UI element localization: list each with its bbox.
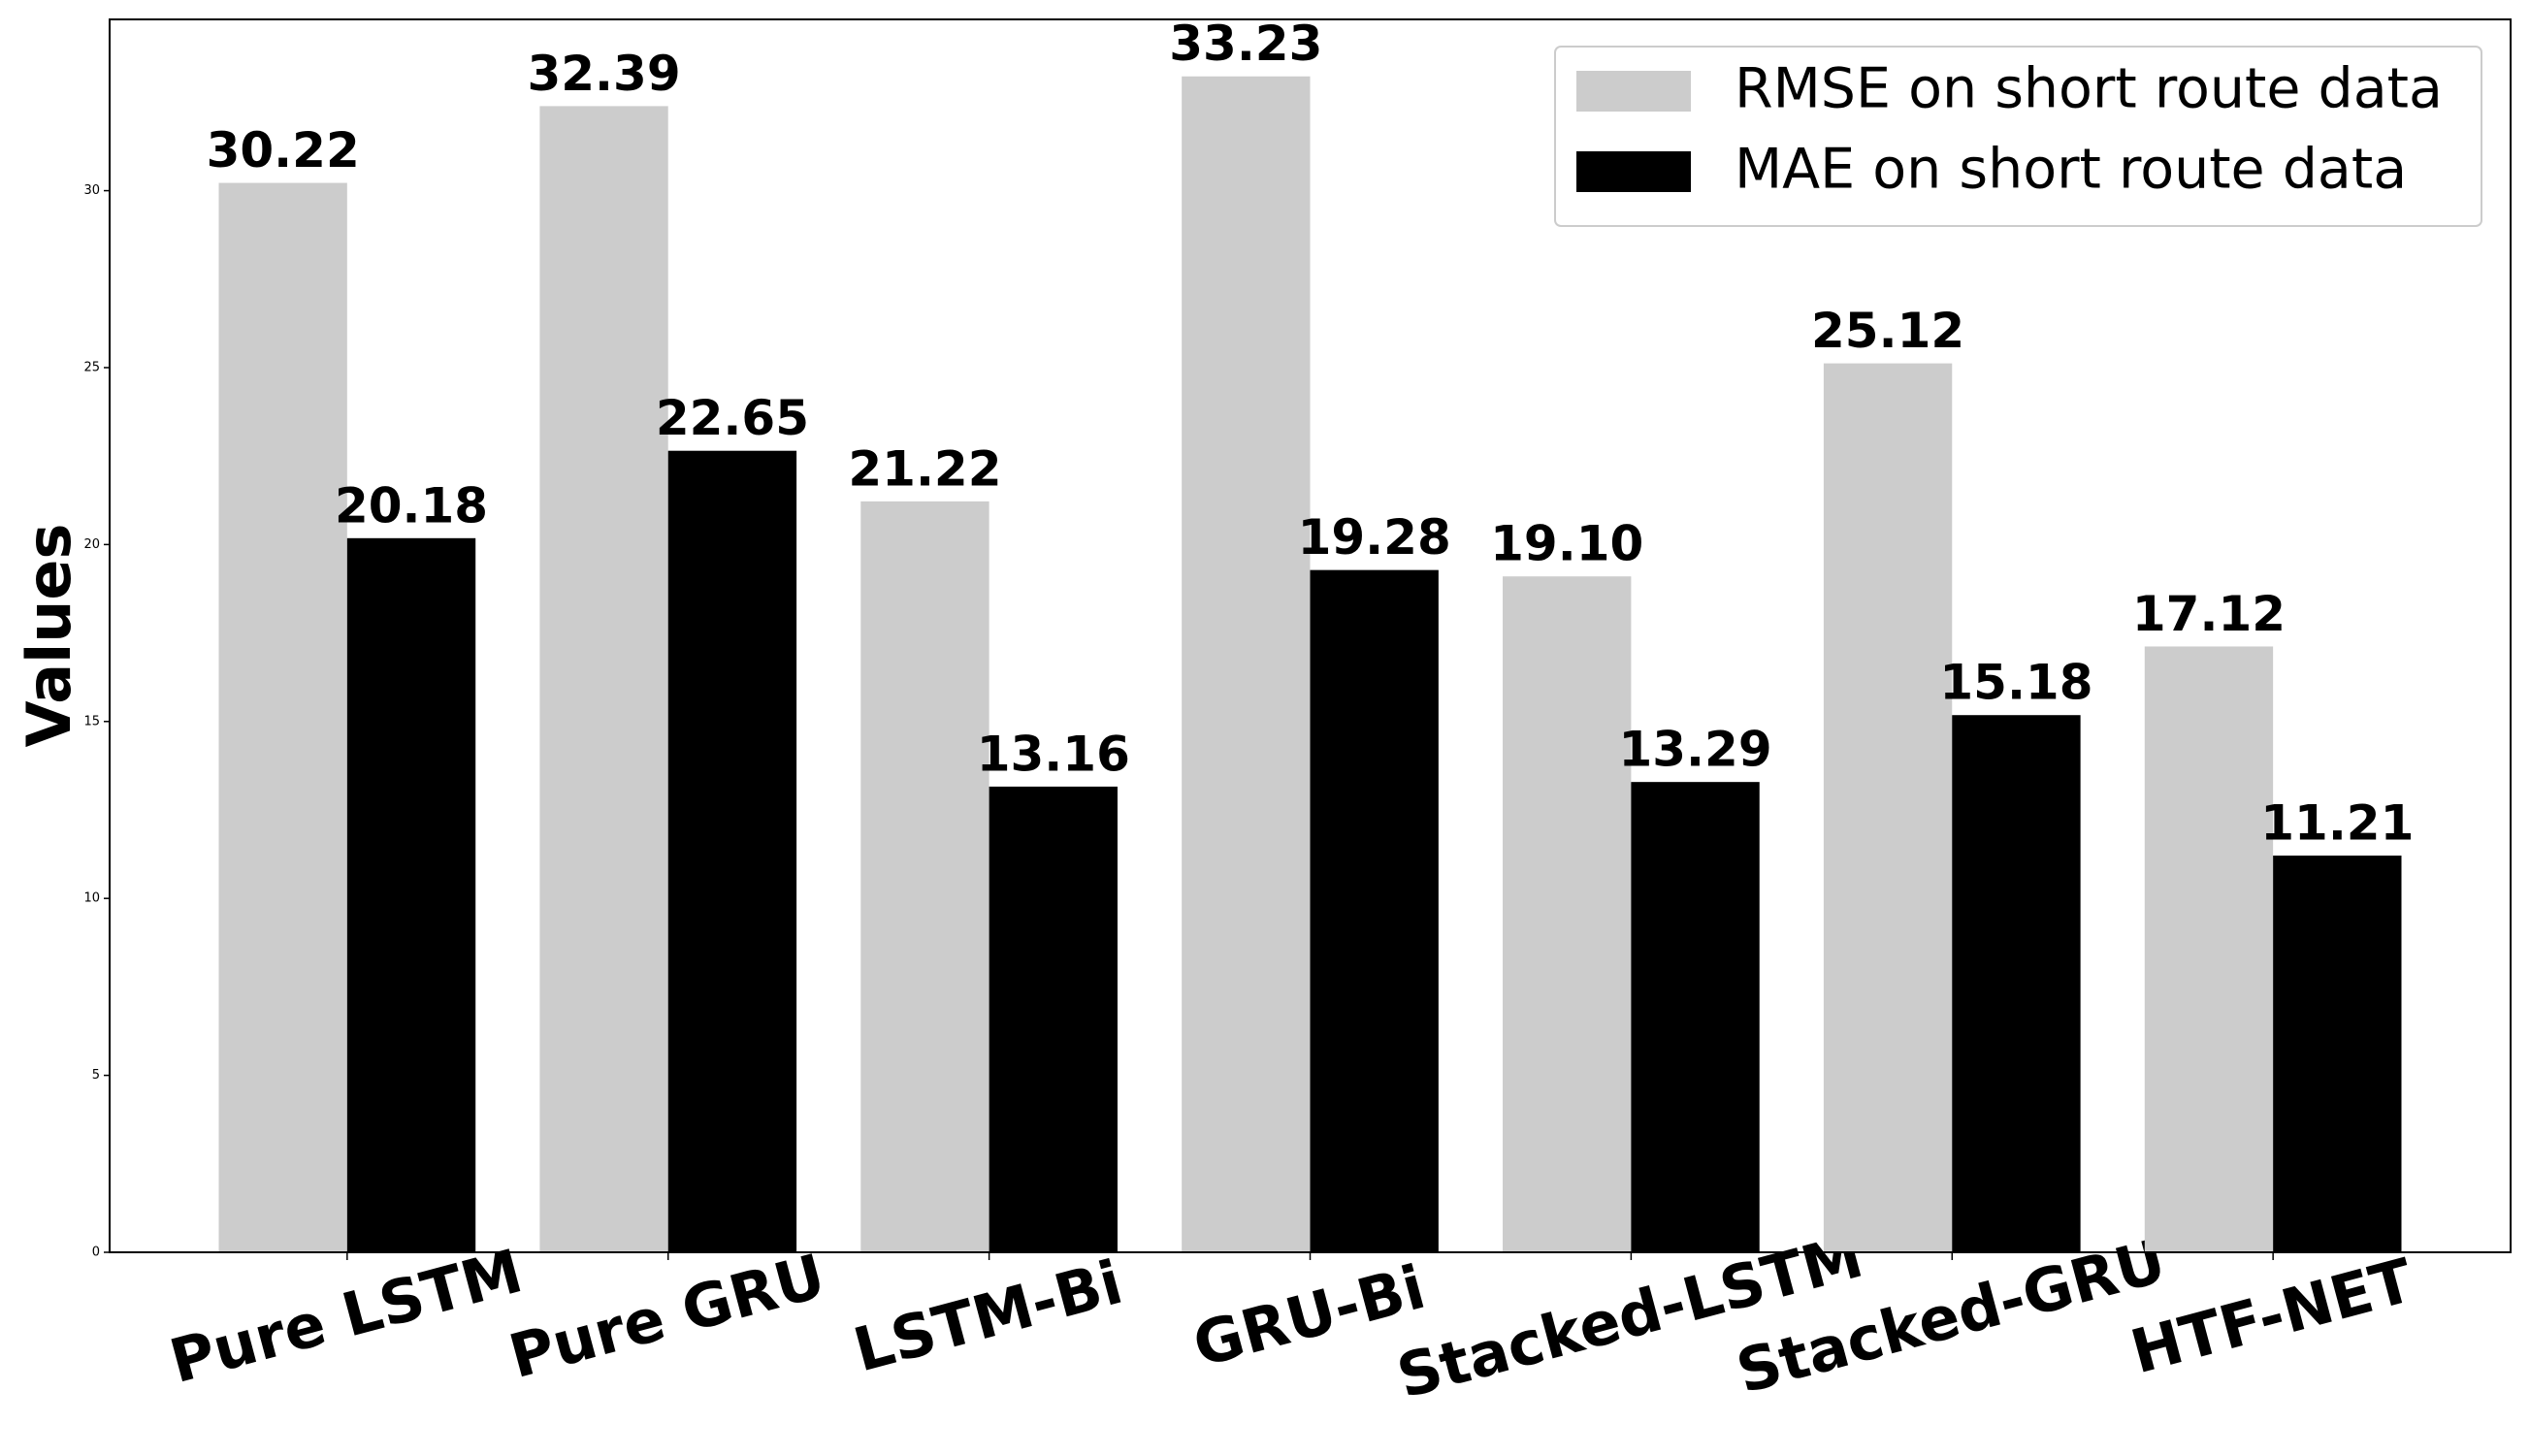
value-label: 13.16 (977, 726, 1130, 782)
x-tick-label: Pure GRU (502, 1240, 831, 1392)
y-tick-label: 10 (83, 891, 100, 906)
value-label: 25.12 (1811, 303, 1964, 359)
y-axis-label: Values (14, 524, 84, 748)
x-tick-label: LSTM-Bi (847, 1246, 1130, 1386)
legend-swatch (1576, 71, 1691, 112)
value-label: 21.22 (848, 440, 1001, 497)
value-label: 15.18 (1939, 655, 2092, 711)
bar (989, 786, 1118, 1252)
value-label: 30.22 (207, 122, 360, 178)
bar (346, 537, 476, 1252)
y-tick-label: 30 (83, 183, 100, 198)
bar (1503, 576, 1632, 1252)
legend-swatch (1576, 151, 1691, 192)
legend-frame (1554, 46, 2482, 227)
plot-frame (109, 18, 2512, 1253)
bar (860, 501, 989, 1252)
bar (2273, 856, 2402, 1252)
value-label: 11.21 (2260, 795, 2414, 852)
bar (2144, 646, 2274, 1252)
legend-label: RMSE on short route data (1735, 57, 2443, 121)
y-tick-label: 5 (92, 1068, 100, 1083)
y-tick-label: 15 (83, 714, 100, 728)
bar (1310, 569, 1439, 1252)
bar (1823, 363, 1953, 1253)
y-tick-label: 25 (83, 360, 100, 374)
bar (1631, 782, 1760, 1252)
value-label: 32.39 (527, 46, 680, 102)
value-label: 19.28 (1298, 509, 1451, 566)
bar (1952, 715, 2081, 1252)
bar (1182, 76, 1311, 1252)
value-label: 20.18 (335, 477, 488, 534)
bar (539, 106, 668, 1253)
x-tick-label: HTF-NET (2124, 1245, 2420, 1387)
value-label: 19.10 (1490, 516, 1643, 572)
value-label: 17.12 (2132, 586, 2286, 642)
value-label: 33.23 (1169, 16, 1322, 72)
x-tick-label: Pure LSTM (163, 1235, 530, 1397)
bar (218, 182, 347, 1252)
value-label: 13.29 (1618, 722, 1771, 778)
legend-label: MAE on short route data (1735, 138, 2407, 202)
y-tick-label: 0 (92, 1246, 100, 1260)
value-label: 22.65 (656, 390, 809, 446)
y-tick-label: 20 (83, 537, 100, 552)
bar (667, 450, 797, 1252)
